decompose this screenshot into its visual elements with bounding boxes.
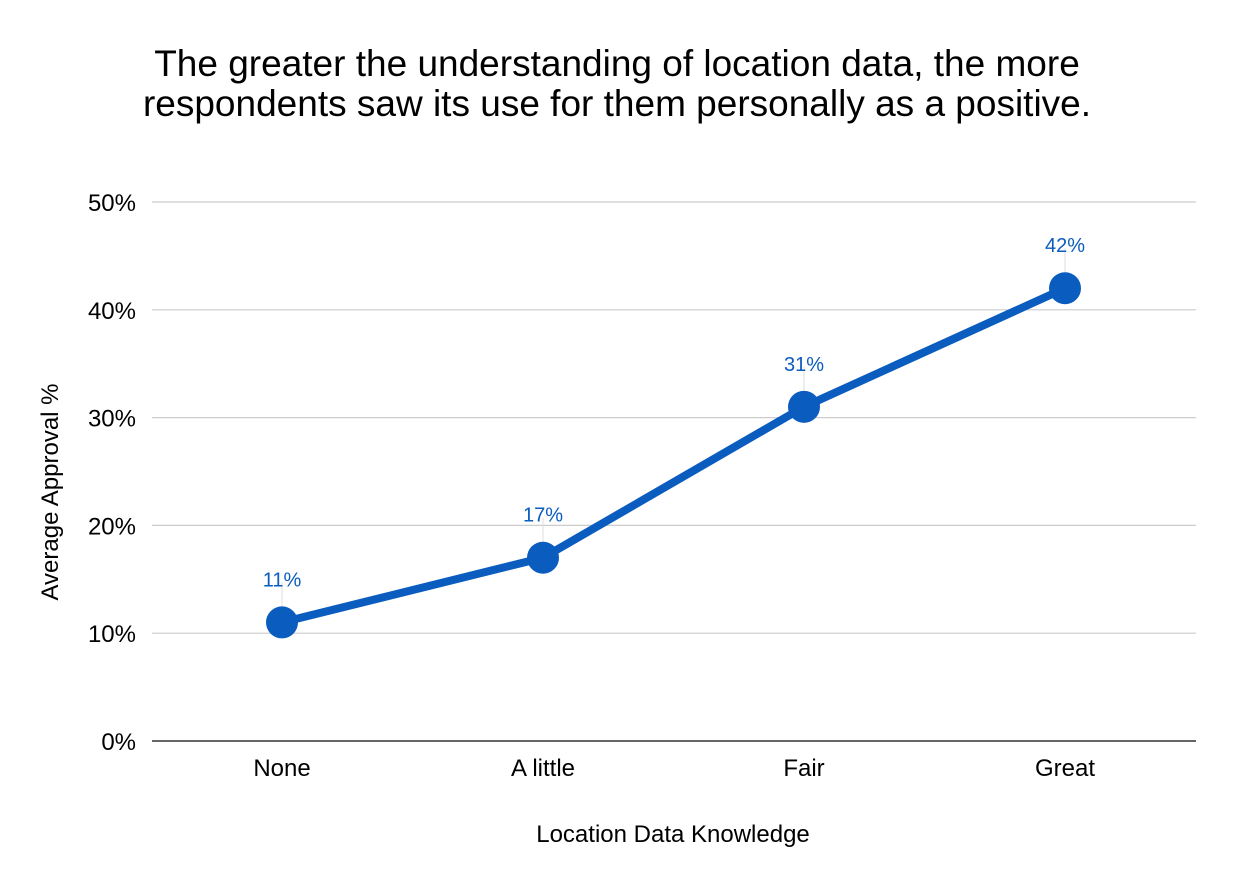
x-axis-ticks: None A little Fair Great xyxy=(253,755,1095,782)
data-point xyxy=(266,606,298,639)
y-tick-label: 10% xyxy=(88,621,136,648)
label-leaders xyxy=(281,248,1066,609)
data-point xyxy=(527,541,559,574)
y-axis-ticks: 0% 10% 20% 30% 40% 50% xyxy=(88,190,136,756)
x-tick-label: A little xyxy=(511,755,575,782)
gridlines xyxy=(152,201,1196,634)
data-point xyxy=(1049,272,1081,305)
y-tick-label: 50% xyxy=(88,190,136,217)
x-tick-label: None xyxy=(253,755,310,782)
data-label: 17% xyxy=(523,505,563,527)
x-axis-label: Location Data Knowledge xyxy=(536,821,810,848)
data-label: 42% xyxy=(1045,235,1085,257)
x-tick-label: Great xyxy=(1035,755,1095,782)
y-axis-label: Average Approval % xyxy=(37,383,64,600)
y-tick-label: 30% xyxy=(88,406,136,433)
series-line xyxy=(278,284,1069,627)
y-tick-label: 20% xyxy=(88,513,136,540)
y-tick-label: 40% xyxy=(88,298,136,325)
data-label: 31% xyxy=(784,354,824,376)
data-points xyxy=(266,272,1081,639)
data-label: 11% xyxy=(263,569,302,591)
chart-title-line-1: The greater the understanding of locatio… xyxy=(154,43,1080,84)
data-point xyxy=(788,390,820,423)
y-tick-label: 0% xyxy=(101,729,136,756)
x-tick-label: Fair xyxy=(783,755,824,782)
chart-title-line-2: respondents saw its use for them persona… xyxy=(143,83,1091,124)
data-labels: 11% 17% 31% 42% xyxy=(263,235,1086,591)
